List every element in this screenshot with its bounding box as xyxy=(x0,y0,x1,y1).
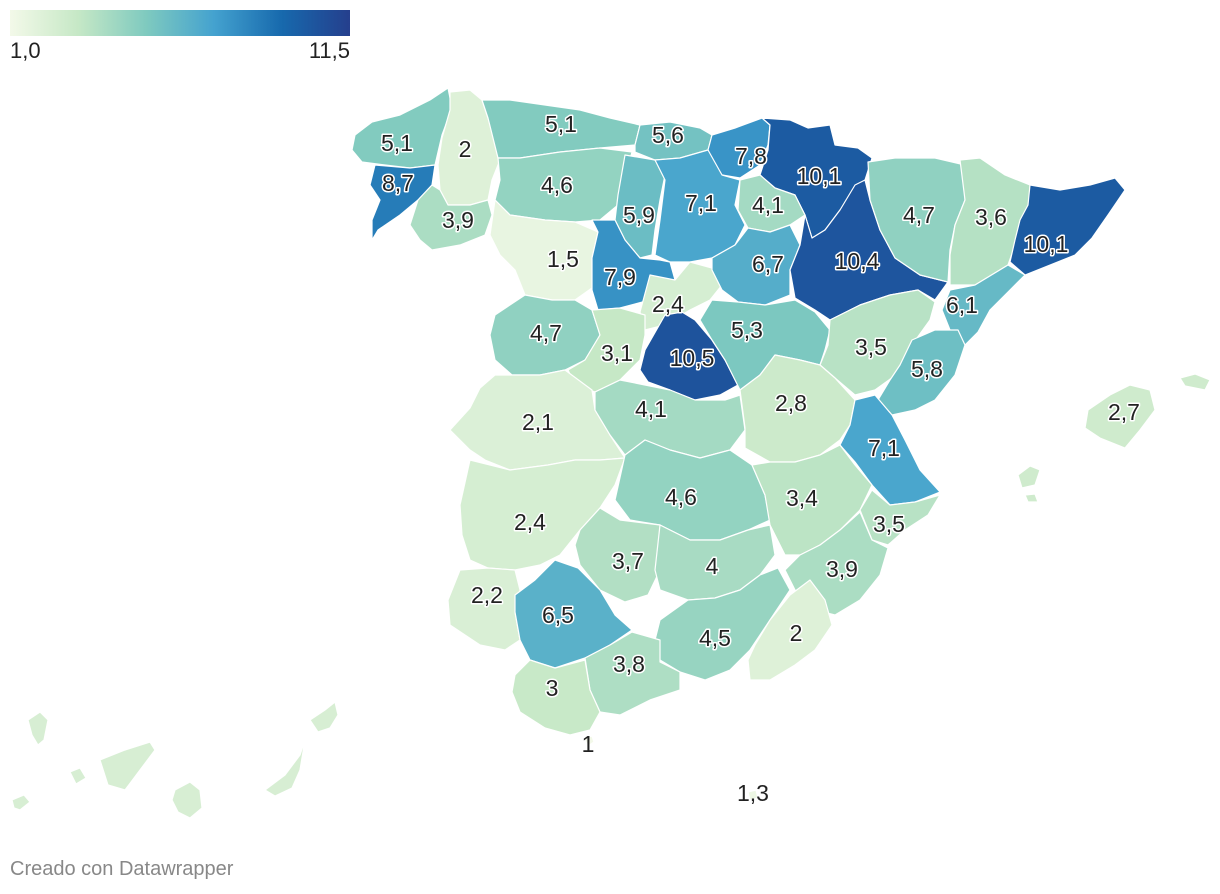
province-label-15: 6,7 xyxy=(752,251,784,277)
province-31[interactable] xyxy=(1084,384,1156,449)
province-label-25: 3,5 xyxy=(855,334,887,360)
legend-labels: 1,0 11,5 xyxy=(10,36,350,66)
province-label-19: 10,1 xyxy=(1024,231,1069,257)
province-label-16: 10,4 xyxy=(835,248,880,274)
province-label-41: 4,5 xyxy=(699,625,731,651)
province-label-21: 4,7 xyxy=(530,320,562,346)
province-label-12: 1,5 xyxy=(547,246,579,272)
province-label-22: 3,1 xyxy=(601,340,633,366)
province-46[interactable] xyxy=(747,789,759,801)
province-label-14: 2,4 xyxy=(652,291,684,317)
province-label-6: 7,8 xyxy=(735,143,767,169)
province-label-44: 3 xyxy=(546,675,559,701)
province-17[interactable] xyxy=(867,157,966,283)
province-label-40: 6,5 xyxy=(542,602,574,628)
province-label-31: 2,7 xyxy=(1108,399,1140,425)
province-label-18: 3,6 xyxy=(975,204,1007,230)
province-label-46: 1,3 xyxy=(737,780,769,806)
province-12[interactable] xyxy=(489,199,599,301)
province-label-37: 3,7 xyxy=(612,548,644,574)
province-label-43: 3,8 xyxy=(613,651,645,677)
province-label-10: 7,1 xyxy=(685,190,717,216)
island-0[interactable] xyxy=(27,711,49,746)
province-40[interactable] xyxy=(514,559,633,669)
province-label-28: 4,1 xyxy=(635,396,667,422)
province-label-9: 5,9 xyxy=(623,202,655,228)
province-label-38: 4 xyxy=(706,553,719,579)
island-1[interactable] xyxy=(11,794,31,811)
province-42[interactable] xyxy=(747,579,833,681)
province-41[interactable] xyxy=(654,567,791,681)
province-37[interactable] xyxy=(574,507,669,603)
province-23[interactable] xyxy=(639,311,739,401)
province-label-4: 5,1 xyxy=(545,111,577,137)
color-legend: 1,0 11,5 xyxy=(10,10,350,66)
province-2[interactable] xyxy=(369,164,436,241)
province-label-30: 7,1 xyxy=(868,435,900,461)
province-3[interactable] xyxy=(409,184,493,251)
province-label-36: 2,2 xyxy=(471,582,503,608)
province-label-3: 3,9 xyxy=(442,207,474,233)
province-label-39: 3,9 xyxy=(826,556,858,582)
province-label-33: 4,6 xyxy=(665,484,697,510)
island-6[interactable] xyxy=(309,701,339,733)
province-26[interactable] xyxy=(877,329,966,416)
island-4[interactable] xyxy=(171,781,203,819)
province-label-20: 6,1 xyxy=(946,292,978,318)
province-label-0: 5,1 xyxy=(381,130,413,156)
province-11[interactable] xyxy=(737,174,806,233)
province-19[interactable] xyxy=(1009,177,1126,276)
province-label-24: 5,3 xyxy=(731,317,763,343)
province-label-11: 4,1 xyxy=(752,192,784,218)
province-36[interactable] xyxy=(447,567,521,651)
island-3[interactable] xyxy=(99,741,156,791)
province-0[interactable] xyxy=(351,87,453,169)
province-28[interactable] xyxy=(594,379,746,459)
province-label-17: 4,7 xyxy=(903,202,935,228)
province-label-42: 2 xyxy=(790,620,803,646)
island-9[interactable] xyxy=(1024,493,1039,503)
island-7[interactable] xyxy=(1179,373,1211,391)
credit-text: Creado con Datawrapper xyxy=(10,858,234,880)
island-8[interactable] xyxy=(1017,465,1041,489)
province-35[interactable] xyxy=(859,489,941,546)
province-label-1: 2 xyxy=(459,136,472,162)
province-label-32: 2,4 xyxy=(514,509,546,535)
province-label-26: 5,8 xyxy=(911,356,943,382)
province-label-34: 3,4 xyxy=(786,485,818,511)
province-44[interactable] xyxy=(511,659,601,736)
province-label-27: 2,1 xyxy=(522,409,554,435)
island-2[interactable] xyxy=(69,767,87,785)
legend-min-label: 1,0 xyxy=(10,38,41,63)
legend-max-label: 11,5 xyxy=(308,38,350,63)
province-label-13: 7,9 xyxy=(604,264,636,290)
province-label-8: 4,6 xyxy=(541,172,573,198)
legend-gradient-bar xyxy=(10,10,350,36)
province-label-5: 5,6 xyxy=(652,122,684,148)
province-label-29: 2,8 xyxy=(775,390,807,416)
province-label-45: 1 xyxy=(582,731,595,757)
province-45[interactable] xyxy=(583,735,595,747)
province-label-23: 10,5 xyxy=(670,345,715,371)
province-label-7: 10,1 xyxy=(797,163,842,189)
province-label-2: 8,7 xyxy=(382,170,414,196)
island-5[interactable] xyxy=(264,739,306,797)
province-label-35: 3,5 xyxy=(873,511,905,537)
province-20[interactable] xyxy=(941,264,1026,346)
